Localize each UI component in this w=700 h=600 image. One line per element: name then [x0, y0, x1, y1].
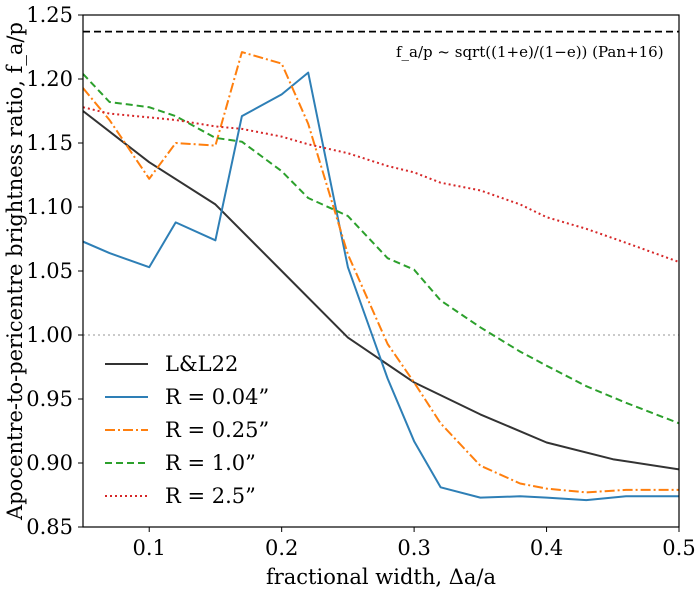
x-tick-label-3: 0.4	[530, 536, 563, 560]
y-tick-label-1: 0.90	[26, 451, 73, 475]
plot-area	[83, 30, 679, 502]
y-tick-label-8: 1.25	[26, 3, 73, 27]
x-tick-label-2: 0.3	[397, 536, 430, 560]
legend-label-0: L&L22	[165, 352, 238, 376]
legend-label-1: R = 0.04”	[165, 385, 269, 409]
series-line-2	[83, 51, 679, 494]
legend-label-3: R = 1.0”	[165, 451, 256, 475]
series-line-1	[83, 71, 679, 502]
legend-label-4: R = 2.5”	[165, 484, 256, 508]
x-tick-label-1: 0.2	[265, 536, 298, 560]
axes: 0.1 0.2 0.3 0.4 0.5 0.85 0.90 0.95 1.00 1.05 1.10 1…	[26, 3, 695, 560]
x-axis-label: fractional width, Δa/a	[266, 565, 496, 589]
y-tick-label-6: 1.15	[26, 131, 73, 155]
x-tick-label-4: 0.5	[662, 536, 695, 560]
y-tick-label-3: 1.00	[26, 323, 73, 347]
series-line-0	[83, 110, 679, 471]
y-axis-label: Apocentre-to-pericentre brightness ratio…	[3, 22, 27, 521]
y-tick-label-4: 1.05	[26, 259, 73, 283]
pan16-annotation: f_a/p ~ sqrt((1+e)/(1−e)) (Pan+16)	[396, 43, 664, 61]
series-line-3	[83, 73, 679, 425]
y-tick-label-5: 1.10	[26, 195, 73, 219]
legend: L&L22 R = 0.04” R = 0.25” R = 1.0” R = 2.5”	[105, 352, 269, 508]
x-tick-label-0: 0.1	[133, 536, 166, 560]
y-tick-label-0: 0.85	[26, 515, 73, 539]
series-line-4	[83, 106, 679, 263]
y-tick-label-2: 0.95	[26, 387, 73, 411]
legend-label-2: R = 0.25”	[165, 418, 269, 442]
y-tick-label-7: 1.20	[26, 67, 73, 91]
